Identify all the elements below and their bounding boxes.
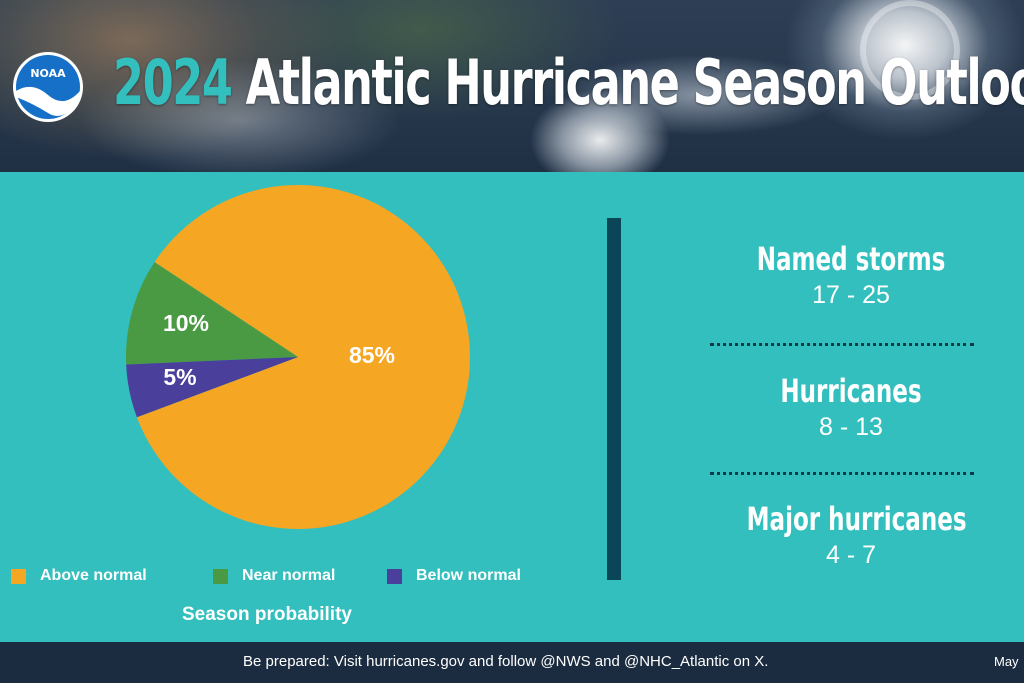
title-year: 2024 <box>113 46 233 119</box>
noaa-logo: NOAA <box>13 52 83 122</box>
legend-item-above-normal: Above normal <box>11 562 147 590</box>
page-title: 2024 Atlantic Hurricane Season Outlook <box>113 44 1024 122</box>
legend-label-below-normal: Below normal <box>416 567 521 584</box>
legend-swatch-below-normal <box>387 568 402 584</box>
stat-value-hurricanes: 8 - 13 <box>819 413 883 441</box>
title-text: Atlantic Hurricane Season Outlook <box>245 46 1024 119</box>
hurricane-swirl <box>860 0 960 100</box>
season-probability-pie: 85% 10% 5% <box>126 185 470 529</box>
stat-separator-1 <box>710 343 974 346</box>
slice-label-below-normal: 5% <box>163 364 196 390</box>
stat-named-storms: Named storms 17 - 25 <box>706 238 996 310</box>
slice-above-normal <box>136 185 470 529</box>
stat-value-named-storms: 17 - 25 <box>812 281 890 309</box>
legend-swatch-above-normal <box>11 568 26 584</box>
slice-label-above-normal: 85% <box>349 342 395 368</box>
legend-item-below-normal: Below normal <box>387 562 521 590</box>
stat-hurricanes: Hurricanes 8 - 13 <box>706 370 996 442</box>
legend-swatch-near-normal <box>213 568 228 584</box>
legend-item-near-normal: Near normal <box>213 562 335 590</box>
slice-below-normal <box>126 357 299 418</box>
stat-major-hurricanes: Major hurricanes 4 - 7 <box>706 498 996 570</box>
slice-label-near-normal: 10% <box>163 310 209 336</box>
stat-label-named-storms: Named storms <box>756 240 946 278</box>
footer-text: Be prepared: Visit hurricanes.gov and fo… <box>243 653 769 670</box>
chart-title: Season probability <box>182 604 352 625</box>
legend-label-above-normal: Above normal <box>40 567 147 584</box>
footer-date: May <box>994 654 1019 669</box>
stat-value-major-hurricanes: 4 - 7 <box>825 541 877 569</box>
noaa-logo-text: NOAA <box>30 67 66 80</box>
stat-label-major-hurricanes: Major hurricanes <box>746 500 967 538</box>
header-banner: NOAA 2024 Atlantic Hurricane Season Outl… <box>0 0 1024 172</box>
stat-separator-2 <box>710 472 974 475</box>
vertical-divider <box>607 218 621 580</box>
legend-label-near-normal: Near normal <box>242 567 336 584</box>
stat-label-hurricanes: Hurricanes <box>780 372 922 410</box>
slice-near-normal <box>126 262 298 365</box>
footer: Be prepared: Visit hurricanes.gov and fo… <box>0 642 1024 683</box>
